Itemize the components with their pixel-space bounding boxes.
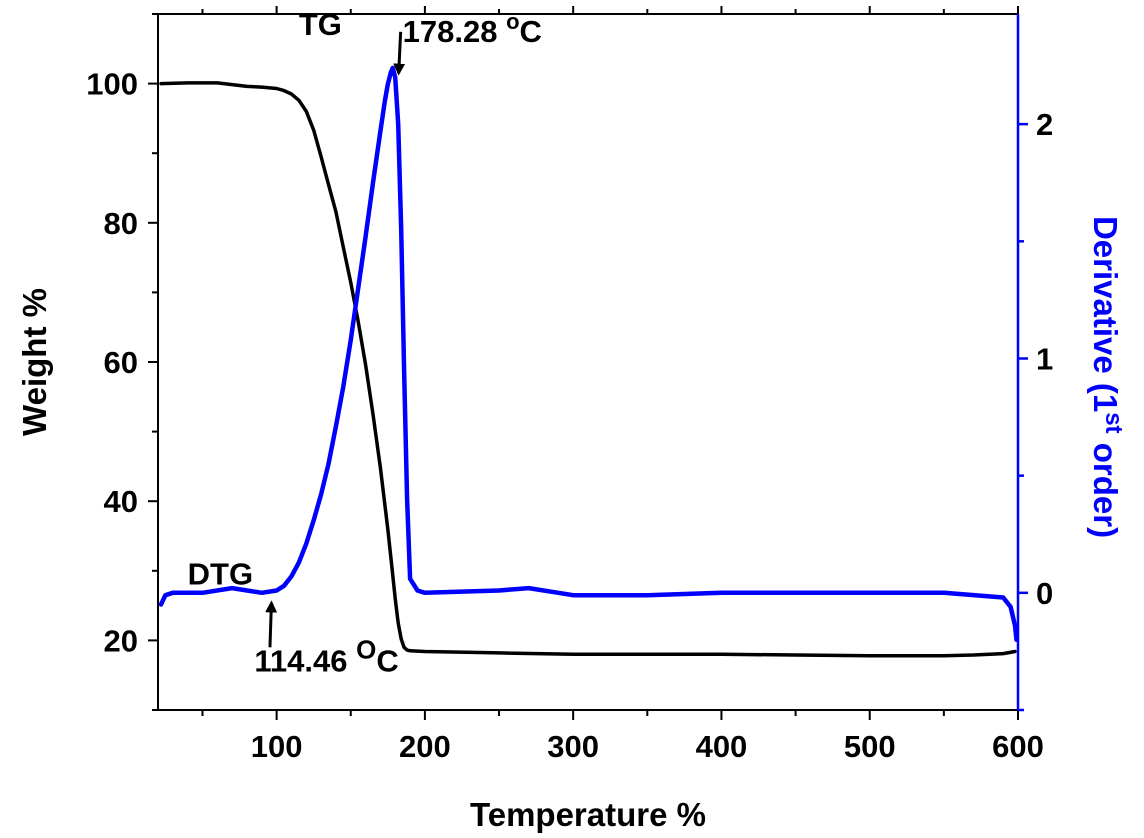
y-left-tick-label: 80 <box>104 206 138 241</box>
annotation-label: DTG <box>188 557 253 592</box>
y-left-tick-label: 20 <box>104 623 138 658</box>
series-line-dtg <box>158 65 1019 642</box>
y-left-tick-label: 60 <box>104 345 138 380</box>
labels: 100 200 300 400 500 600 20 40 60 80 100 0 1 2 Temperat… <box>16 67 1127 833</box>
annotation-label: 178.28 oC <box>403 9 542 49</box>
annotation-label: TG <box>299 7 342 42</box>
x-tick-label: 600 <box>992 729 1044 764</box>
x-tick-label: 300 <box>547 729 599 764</box>
y-right-axis-title: Derivative (1st order) <box>1087 216 1127 538</box>
x-tick-label: 100 <box>251 729 303 764</box>
annotations: TG DTG 178.28 oC 114.46 OC <box>188 7 542 679</box>
annotation-label: 114.46 OC <box>254 635 398 679</box>
x-tick-label: 500 <box>844 729 896 764</box>
y-left-tick-label: 40 <box>104 484 138 519</box>
axes <box>148 6 1028 720</box>
x-tick-label: 400 <box>696 729 748 764</box>
x-axis-title: Temperature % <box>470 796 706 833</box>
series-line-tg <box>159 81 1017 658</box>
y-right-tick-label: 1 <box>1036 341 1053 376</box>
x-tick-label: 200 <box>399 729 451 764</box>
y-right-tick-label: 0 <box>1036 576 1053 611</box>
y-left-axis-title: Weight % <box>16 288 53 436</box>
annotation-arrow <box>265 600 278 648</box>
y-left-tick-label: 100 <box>86 67 138 102</box>
plot-lines <box>158 65 1019 658</box>
y-right-tick-label: 2 <box>1036 107 1053 142</box>
annotation-arrow <box>393 31 406 76</box>
